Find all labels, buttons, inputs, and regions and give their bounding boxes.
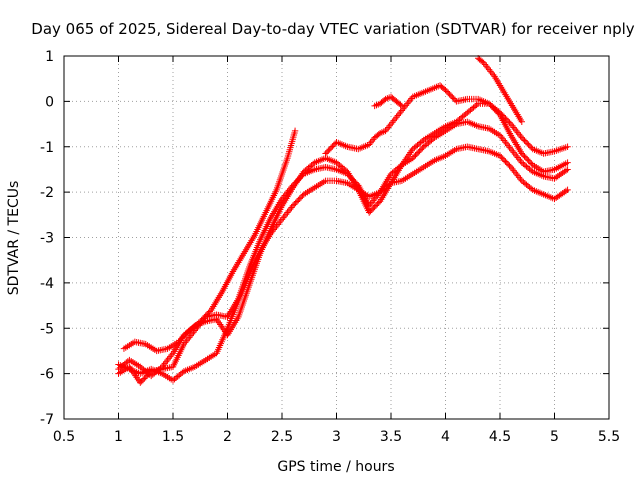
x-tick-label: 4.5 xyxy=(489,429,511,445)
data-series xyxy=(115,55,571,386)
series-track-3 xyxy=(115,100,571,380)
x-tick-label: 0.5 xyxy=(53,429,75,445)
series-markers xyxy=(475,55,525,125)
grid xyxy=(64,56,609,419)
x-tick-label: 1.5 xyxy=(162,429,184,445)
y-tick-label: 1 xyxy=(45,49,54,65)
x-tick-label: 5 xyxy=(550,429,559,445)
y-tick-label: -2 xyxy=(40,185,54,201)
tick-labels: 0.5 1 1.5 2 2.5 3 3.5 4 4.5 5 5.5 -7 -6 -5 -4 -3 -2 -1 0 1 xyxy=(40,49,620,445)
axis-ticks xyxy=(63,55,610,420)
x-tick-label: 3.5 xyxy=(380,429,402,445)
series-markers xyxy=(371,93,406,110)
x-tick-label: 1 xyxy=(114,429,123,445)
y-tick-label: -5 xyxy=(40,321,54,337)
series-markers xyxy=(322,82,571,157)
series-track-6 xyxy=(371,93,406,110)
x-tick-label: 3 xyxy=(332,429,341,445)
y-tick-label: -7 xyxy=(40,412,54,428)
y-tick-label: -6 xyxy=(40,367,54,383)
series-track-4 xyxy=(120,127,299,355)
x-tick-label: 4 xyxy=(441,429,450,445)
y-tick-label: -4 xyxy=(40,276,54,292)
x-tick-label: 2.5 xyxy=(271,429,293,445)
x-tick-label: 5.5 xyxy=(598,429,620,445)
series-markers xyxy=(120,127,299,355)
x-axis-label: GPS time / hours xyxy=(277,459,394,475)
series-track-7 xyxy=(475,55,525,125)
y-tick-label: -3 xyxy=(40,231,54,247)
x-tick-label: 2 xyxy=(223,429,232,445)
y-axis-label: SDTVAR / TECUs xyxy=(6,181,22,296)
y-tick-label: 0 xyxy=(45,94,54,110)
chart-title: Day 065 of 2025, Sidereal Day-to-day VTE… xyxy=(31,20,634,38)
y-tick-label: -1 xyxy=(40,140,54,156)
series-markers xyxy=(115,100,571,380)
series-track-5 xyxy=(322,82,571,157)
